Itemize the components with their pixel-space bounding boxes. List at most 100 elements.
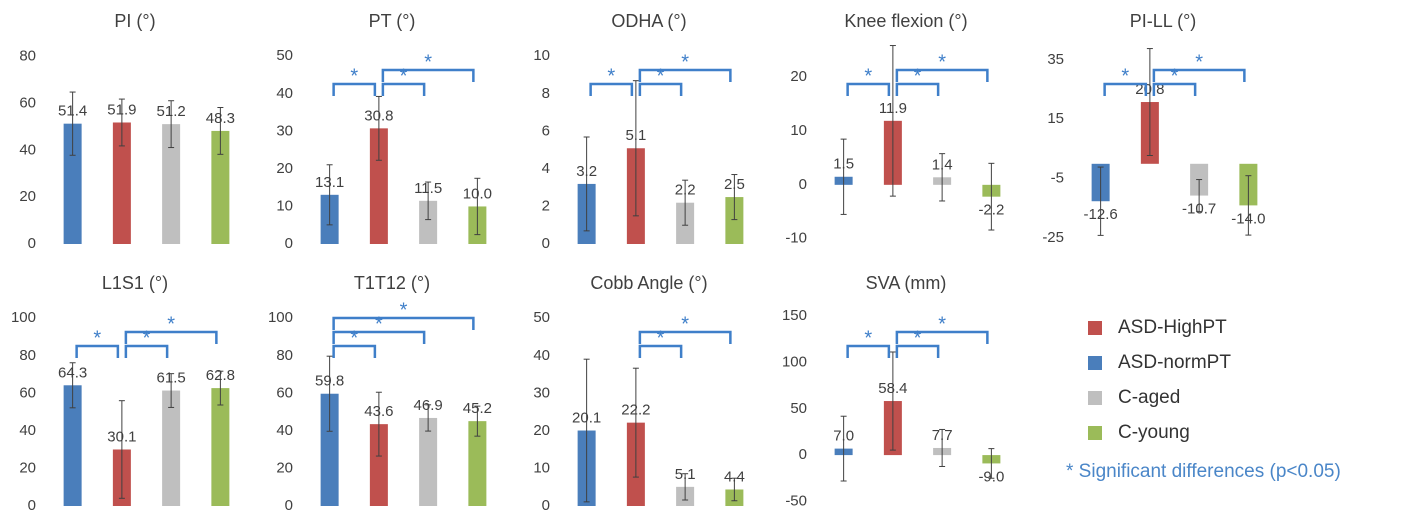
value-label: 1.5 bbox=[833, 156, 854, 173]
error-bar bbox=[840, 415, 847, 482]
value-label: -12.6 bbox=[1084, 206, 1118, 223]
significance-bracket bbox=[638, 344, 683, 358]
value-label: 13.1 bbox=[315, 174, 344, 191]
y-tick-label: 150 bbox=[782, 307, 807, 324]
y-tick-label: 40 bbox=[533, 347, 550, 364]
error-bar bbox=[118, 400, 125, 499]
chart-title: PT (°) bbox=[369, 11, 416, 31]
error-bar bbox=[889, 351, 896, 451]
y-tick-label: 4 bbox=[542, 160, 550, 177]
value-label: 61.5 bbox=[157, 370, 186, 387]
y-tick-label: -10 bbox=[785, 230, 807, 247]
value-label: 45.2 bbox=[463, 400, 492, 417]
legend-label: C-young bbox=[1118, 422, 1190, 443]
error-bar bbox=[168, 373, 175, 408]
legend-swatch bbox=[1088, 321, 1102, 335]
significance-star: * bbox=[864, 65, 872, 87]
y-tick-label: 80 bbox=[276, 347, 293, 364]
value-label: -14.0 bbox=[1231, 210, 1265, 227]
bar bbox=[162, 124, 181, 244]
value-label: 30.1 bbox=[107, 428, 136, 445]
error-bar bbox=[375, 95, 382, 161]
y-tick-label: 60 bbox=[276, 384, 293, 401]
significance-star: * bbox=[657, 65, 665, 87]
significance-note: * Significant differences (p<0.05) bbox=[1066, 461, 1341, 482]
y-tick-label: 15 bbox=[1047, 110, 1064, 127]
value-label: 51.4 bbox=[58, 103, 87, 120]
significance-bracket bbox=[846, 82, 891, 96]
significance-star: * bbox=[681, 313, 689, 335]
y-tick-label: 30 bbox=[533, 384, 550, 401]
error-bar bbox=[1146, 48, 1153, 156]
significance-star: * bbox=[657, 327, 665, 349]
y-tick-label: 60 bbox=[19, 384, 36, 401]
error-bar bbox=[632, 80, 639, 217]
significance-star: * bbox=[424, 51, 432, 73]
y-tick-label: 80 bbox=[19, 347, 36, 364]
value-label: 51.9 bbox=[107, 101, 136, 118]
chart-title: ODHA (°) bbox=[611, 11, 686, 31]
significance-bracket bbox=[124, 344, 169, 358]
y-tick-label: 6 bbox=[542, 122, 550, 139]
legend-swatch bbox=[1088, 356, 1102, 370]
y-tick-label: 0 bbox=[285, 235, 293, 252]
significance-bracket bbox=[332, 344, 377, 358]
error-bar bbox=[988, 448, 995, 479]
value-label: 5.1 bbox=[625, 127, 646, 144]
error-bar bbox=[632, 367, 639, 478]
legend-label: C-aged bbox=[1118, 387, 1180, 408]
y-tick-label: 20 bbox=[533, 422, 550, 439]
value-label: 1.4 bbox=[932, 156, 953, 173]
y-tick-label: 0 bbox=[799, 176, 807, 193]
y-tick-label: 20 bbox=[19, 188, 36, 205]
error-bar bbox=[118, 98, 125, 147]
significance-star: * bbox=[400, 299, 408, 321]
significance-bracket bbox=[895, 344, 940, 358]
significance-bracket bbox=[895, 330, 989, 344]
error-bar bbox=[682, 179, 689, 226]
error-bar bbox=[583, 358, 590, 503]
value-label: 48.3 bbox=[206, 110, 235, 127]
value-label: 11.5 bbox=[414, 180, 442, 197]
error-bar bbox=[326, 355, 333, 432]
significance-bracket bbox=[638, 68, 732, 82]
y-tick-label: 40 bbox=[19, 422, 36, 439]
value-label: 10.0 bbox=[463, 185, 492, 202]
y-tick-label: 50 bbox=[790, 400, 807, 417]
value-label: 2.5 bbox=[724, 176, 745, 193]
y-tick-label: 80 bbox=[19, 48, 36, 65]
significance-bracket bbox=[1103, 82, 1148, 96]
y-tick-label: 100 bbox=[11, 309, 36, 326]
bar bbox=[63, 385, 82, 506]
y-tick-label: 60 bbox=[19, 94, 36, 111]
y-tick-label: 0 bbox=[285, 497, 293, 513]
significance-bracket bbox=[1152, 68, 1246, 82]
significance-bracket bbox=[332, 82, 377, 96]
error-bar bbox=[731, 477, 738, 502]
chart-title: SVA (mm) bbox=[866, 273, 947, 293]
y-tick-label: 0 bbox=[28, 235, 36, 252]
bar bbox=[320, 393, 339, 506]
value-label: 62.8 bbox=[206, 367, 235, 384]
significance-star: * bbox=[938, 313, 946, 335]
legend-swatch bbox=[1088, 391, 1102, 405]
y-tick-label: 0 bbox=[28, 497, 36, 513]
significance-star: * bbox=[607, 65, 615, 87]
y-tick-label: -25 bbox=[1042, 229, 1064, 246]
value-label: 4.4 bbox=[724, 468, 745, 485]
bar bbox=[468, 421, 487, 506]
bar bbox=[211, 130, 230, 244]
significance-bracket bbox=[846, 344, 891, 358]
bar bbox=[419, 200, 438, 244]
significance-star: * bbox=[938, 51, 946, 73]
error-bar bbox=[217, 107, 224, 155]
significance-star: * bbox=[400, 65, 408, 87]
significance-star: * bbox=[1171, 65, 1179, 87]
y-tick-label: 0 bbox=[542, 235, 550, 252]
bar bbox=[63, 123, 82, 244]
value-label: -9.0 bbox=[978, 468, 1004, 485]
value-label: 20.1 bbox=[572, 409, 601, 426]
error-bar bbox=[69, 91, 76, 156]
significance-star: * bbox=[914, 65, 922, 87]
error-bar bbox=[474, 177, 481, 236]
